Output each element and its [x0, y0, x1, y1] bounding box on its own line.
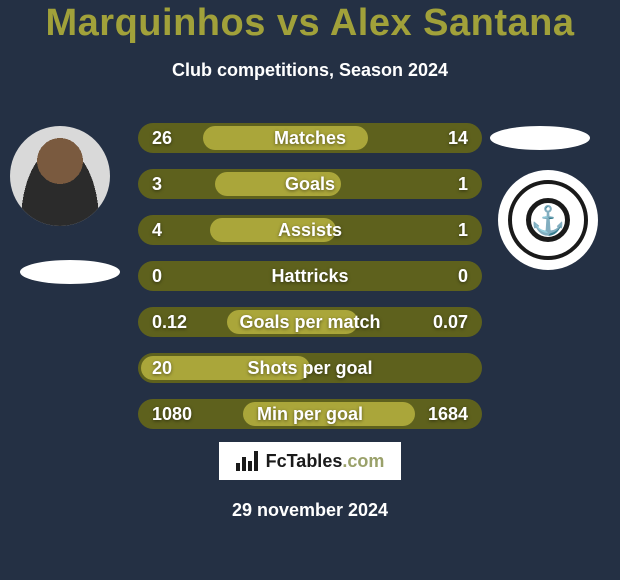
stat-row: Min per goal10801684 [138, 399, 482, 429]
comparison-card: { "layout": { "width": 620, "height": 58… [0, 0, 620, 580]
stat-right-value: 1 [458, 169, 468, 199]
stat-row: Matches26 14 [138, 123, 482, 153]
stat-right-value: 0 [458, 261, 468, 291]
stat-left-value: 3 [152, 169, 162, 199]
stat-label: Hattricks [138, 261, 482, 291]
player-right-avatar-placeholder [490, 126, 590, 150]
player-left-avatar [10, 126, 110, 226]
stat-label: Assists [138, 215, 482, 245]
footer-date: 29 november 2024 [0, 500, 620, 521]
stat-right-value: 0.07 [433, 307, 468, 337]
person-silhouette-icon [10, 126, 110, 226]
stat-row: Assists4 1 [138, 215, 482, 245]
stat-row: Shots per goal20 [138, 353, 482, 383]
brand-name: FcTables [266, 451, 343, 471]
stat-right-value: 1 [458, 215, 468, 245]
team-left-badge-placeholder [20, 260, 120, 284]
team-right-badge [498, 170, 598, 270]
stat-left-value: 4 [152, 215, 162, 245]
stat-bars: Matches2614Goals31Assists41Hattricks00Go… [138, 123, 482, 445]
stat-row: Goals per match0.12 0.07 [138, 307, 482, 337]
club-crest-icon [508, 180, 588, 260]
stat-left-value: 20 [152, 353, 172, 383]
brand-domain: .com [342, 451, 384, 471]
stat-right-value: 1684 [428, 399, 468, 429]
brand-box: FcTables.com [218, 441, 402, 481]
stat-right-value: 14 [448, 123, 468, 153]
subtitle: Club competitions, Season 2024 [0, 60, 620, 81]
stat-label: Goals [138, 169, 482, 199]
stat-label: Goals per match [138, 307, 482, 337]
stat-left-value: 1080 [152, 399, 192, 429]
brand-text: FcTables.com [266, 451, 385, 472]
stat-left-value: 0.12 [152, 307, 187, 337]
stat-label: Matches [138, 123, 482, 153]
stat-label: Shots per goal [138, 353, 482, 383]
stat-row: Hattricks0 0 [138, 261, 482, 291]
page-title: Marquinhos vs Alex Santana [0, 2, 620, 45]
bar-chart-icon [236, 451, 260, 471]
stat-left-value: 0 [152, 261, 162, 291]
stat-left-value: 26 [152, 123, 172, 153]
stat-row: Goals3 1 [138, 169, 482, 199]
